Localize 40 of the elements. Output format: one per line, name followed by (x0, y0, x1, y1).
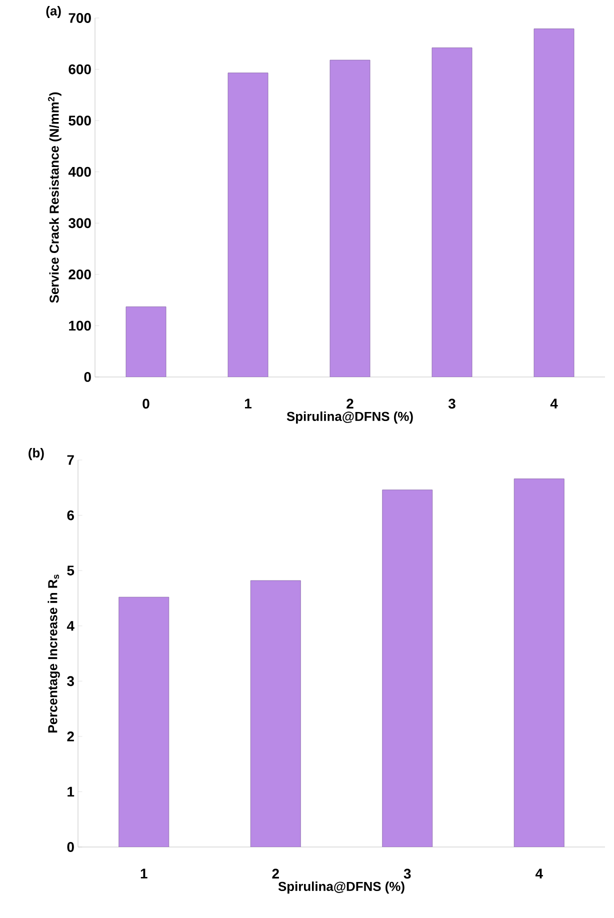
x-tick-label: 1 (140, 868, 148, 878)
y-tick-label: 2 (67, 732, 74, 742)
y-tick-label: 400 (68, 166, 91, 177)
x-axis-title: Spirulina@DFNS (%) (286, 411, 413, 424)
y-axis-title: Percentage Increase in R$_{s}$ (48, 574, 60, 732)
chart-title: (b) (28, 448, 44, 460)
x-tick-label: 3 (404, 868, 411, 879)
y-tick-label: 100 (69, 320, 91, 331)
bar (330, 60, 370, 377)
bar (432, 48, 472, 377)
y-axis-title: Service Crack Resistance (N/mm$^{2}$) (48, 92, 62, 303)
x-axis-title: Spirulina@DFNS (%) (278, 882, 404, 894)
y-tick-label: 700 (68, 13, 91, 23)
x-tick-label: 4 (535, 868, 543, 878)
chart-title: (a) (46, 6, 61, 18)
y-tick-label: 200 (68, 269, 91, 280)
bar (118, 596, 170, 847)
x-tick-label: 2 (272, 868, 279, 879)
x-tick-label: 3 (448, 398, 456, 409)
bar (534, 28, 574, 377)
y-tick-label: 300 (68, 218, 91, 228)
bar (382, 490, 433, 847)
x-tick-label: 1 (245, 398, 252, 408)
y-tick-label: 600 (68, 64, 91, 74)
y-tick-label: 1 (68, 786, 74, 797)
bar (126, 306, 166, 377)
y-tick-label: 6 (67, 510, 74, 520)
bar (250, 580, 301, 847)
y-tick-label: 500 (68, 116, 91, 126)
y-tick-label: 7 (67, 455, 74, 465)
y-tick-label: 4 (66, 621, 74, 631)
x-tick-label: 0 (142, 398, 150, 409)
y-tick-label: 3 (67, 676, 74, 686)
bar (514, 478, 564, 847)
x-tick-label: 2 (346, 398, 354, 409)
y-tick-label: 0 (84, 372, 91, 382)
x-tick-label: 4 (550, 398, 558, 408)
y-tick-label: 5 (67, 566, 74, 576)
y-tick-label: 0 (67, 842, 74, 852)
bar (228, 72, 268, 377)
